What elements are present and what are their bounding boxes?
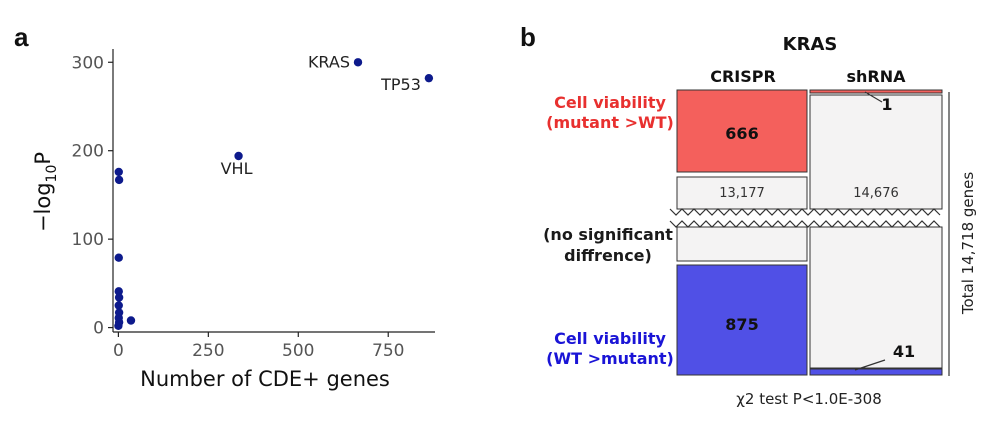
- row-label-nodiff-line1: (no significant: [543, 225, 673, 244]
- scatter-point: [114, 167, 123, 177]
- cell-shrna-no-diff-upper: [809, 94, 943, 210]
- row-label-nodiff-line2: diffrence): [564, 246, 652, 265]
- scatter-point: [126, 316, 136, 325]
- point-label-kras: KRAS: [308, 52, 350, 71]
- count-shrna-mutant-gt-wt: 1: [881, 95, 892, 114]
- row-label-mutant-line2: (mutant >WT): [546, 113, 674, 132]
- row-label-wt-gt-mutant: Cell viability (WT >mutant): [546, 329, 674, 368]
- axis-break-zigzag-lower: [669, 220, 941, 228]
- row-label-mutant-line1: Cell viability: [554, 93, 666, 112]
- column-header-crispr: CRISPR: [710, 67, 776, 86]
- x-tick-label: 250: [192, 341, 224, 361]
- scatter-axes: [112, 49, 435, 333]
- axis-break-zigzag-upper: [669, 208, 941, 216]
- y-tick-label: 100: [72, 230, 104, 250]
- y-tick-label: 0: [93, 319, 104, 339]
- point-label-vhl: VHL: [221, 159, 253, 178]
- panel-a-letter: a: [14, 22, 29, 52]
- y-axis-title-sub: 10: [44, 165, 60, 183]
- x-tick-label: 500: [282, 341, 314, 361]
- x-tick-label: 750: [372, 341, 404, 361]
- y-axis-title-main: −log: [31, 182, 55, 232]
- x-axis-title: Number of CDE+ genes: [140, 367, 390, 391]
- scatter-point: [353, 58, 363, 67]
- scatter-point: [424, 73, 434, 83]
- column-header-shrna: shRNA: [846, 67, 906, 86]
- count-crispr-mutant-gt-wt: 666: [725, 124, 758, 143]
- scatter-points: [114, 58, 434, 331]
- count-shrna-wt-gt-mutant: 41: [893, 342, 915, 361]
- cell-crispr-no-diff-lower: [676, 226, 808, 262]
- y-tick-label: 200: [72, 142, 104, 162]
- scatter-point: [114, 321, 123, 331]
- scatter-point: [114, 287, 123, 296]
- chi-square-test-label: χ2 test P<1.0E-308: [736, 390, 882, 408]
- cell-crispr-no-diff-upper: [676, 176, 808, 210]
- count-shrna-no-diff: 14,676: [853, 186, 899, 201]
- panel-b-letter: b: [520, 22, 536, 52]
- scatter-point: [114, 175, 124, 185]
- row-label-wt-line1: Cell viability: [554, 329, 666, 348]
- scatter-point: [114, 301, 123, 310]
- cell-shrna-mutant-gt-wt: [809, 89, 943, 94]
- cell-crispr-mutant-gt-wt: [676, 89, 808, 173]
- scatter-point: [114, 293, 124, 302]
- scatter-point-labels: KRAS TP53 VHL: [221, 52, 421, 178]
- cell-shrna-no-diff-lower: [809, 226, 943, 369]
- y-tick-label: 300: [72, 53, 104, 73]
- scatter-ticks: 0 250 500 750 0 100 200 300: [72, 53, 405, 361]
- leader-line-shrna-wt: [854, 359, 886, 371]
- scatter-point: [114, 253, 123, 262]
- x-tick-label: 0: [113, 341, 124, 361]
- cell-crispr-wt-gt-mutant: [676, 264, 808, 376]
- y-axis-title-tail: P: [31, 152, 55, 165]
- row-label-no-diff: (no significant diffrence): [543, 225, 673, 265]
- mosaic-title: KRAS: [783, 34, 838, 55]
- row-label-mutant-gt-wt: Cell viability (mutant >WT): [546, 93, 674, 132]
- count-crispr-wt-gt-mutant: 875: [725, 315, 758, 334]
- cell-shrna-wt-gt-mutant: [809, 368, 943, 376]
- row-label-wt-line2: (WT >mutant): [546, 349, 674, 368]
- leader-line-shrna-mutant: [864, 91, 883, 103]
- total-genes-label: Total 14,718 genes: [959, 172, 977, 316]
- y-axis-title: −log10P: [31, 152, 60, 232]
- point-label-tp53: TP53: [380, 75, 421, 94]
- count-crispr-no-diff: 13,177: [719, 186, 765, 201]
- scatter-point: [234, 151, 243, 161]
